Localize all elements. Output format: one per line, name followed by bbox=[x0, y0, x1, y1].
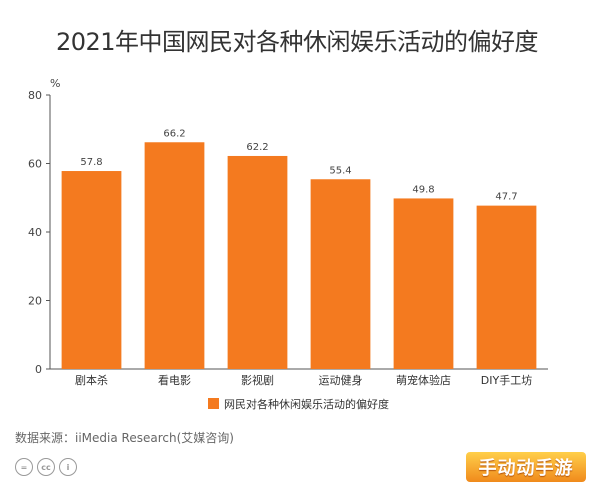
cc-icon: cc bbox=[37, 458, 55, 476]
data-label: 66.2 bbox=[163, 128, 185, 139]
y-tick-label: 0 bbox=[35, 363, 42, 376]
x-tick-label: 萌宠体验店 bbox=[396, 373, 451, 387]
person-icon: i bbox=[59, 458, 77, 476]
bar bbox=[393, 198, 454, 369]
bar bbox=[476, 205, 537, 369]
y-tick-label: 20 bbox=[28, 295, 42, 308]
watermark-logo: 手动动手游 bbox=[466, 452, 586, 482]
y-tick-label: 40 bbox=[28, 226, 42, 239]
bar bbox=[227, 155, 288, 369]
y-tick-label: 80 bbox=[28, 89, 42, 102]
chart-title: 2021年中国网民对各种休闲娱乐活动的偏好度 bbox=[55, 28, 539, 56]
x-tick-label: 剧本杀 bbox=[75, 373, 108, 387]
data-label: 57.8 bbox=[80, 157, 102, 168]
bar bbox=[61, 171, 122, 369]
legend-swatch bbox=[208, 398, 219, 409]
y-tick-label: 60 bbox=[28, 158, 42, 171]
x-tick-label: 看电影 bbox=[158, 373, 191, 387]
legend-label: 网民对各种休闲娱乐活动的偏好度 bbox=[224, 397, 389, 411]
equal-icon: = bbox=[15, 458, 33, 476]
bar bbox=[144, 142, 205, 369]
y-axis-unit: % bbox=[50, 77, 60, 90]
source-note: 数据来源：iiMedia Research(艾媒咨询) bbox=[15, 431, 234, 445]
data-label: 49.8 bbox=[412, 184, 434, 195]
x-tick-label: 运动健身 bbox=[319, 373, 363, 387]
bar bbox=[310, 179, 371, 369]
data-label: 47.7 bbox=[495, 192, 517, 203]
data-label: 55.4 bbox=[329, 165, 351, 176]
x-tick-label: 影视剧 bbox=[241, 373, 274, 387]
license-icons: = cc i bbox=[15, 458, 77, 476]
x-tick-label: DIY手工坊 bbox=[481, 373, 532, 387]
data-label: 62.2 bbox=[246, 142, 268, 153]
